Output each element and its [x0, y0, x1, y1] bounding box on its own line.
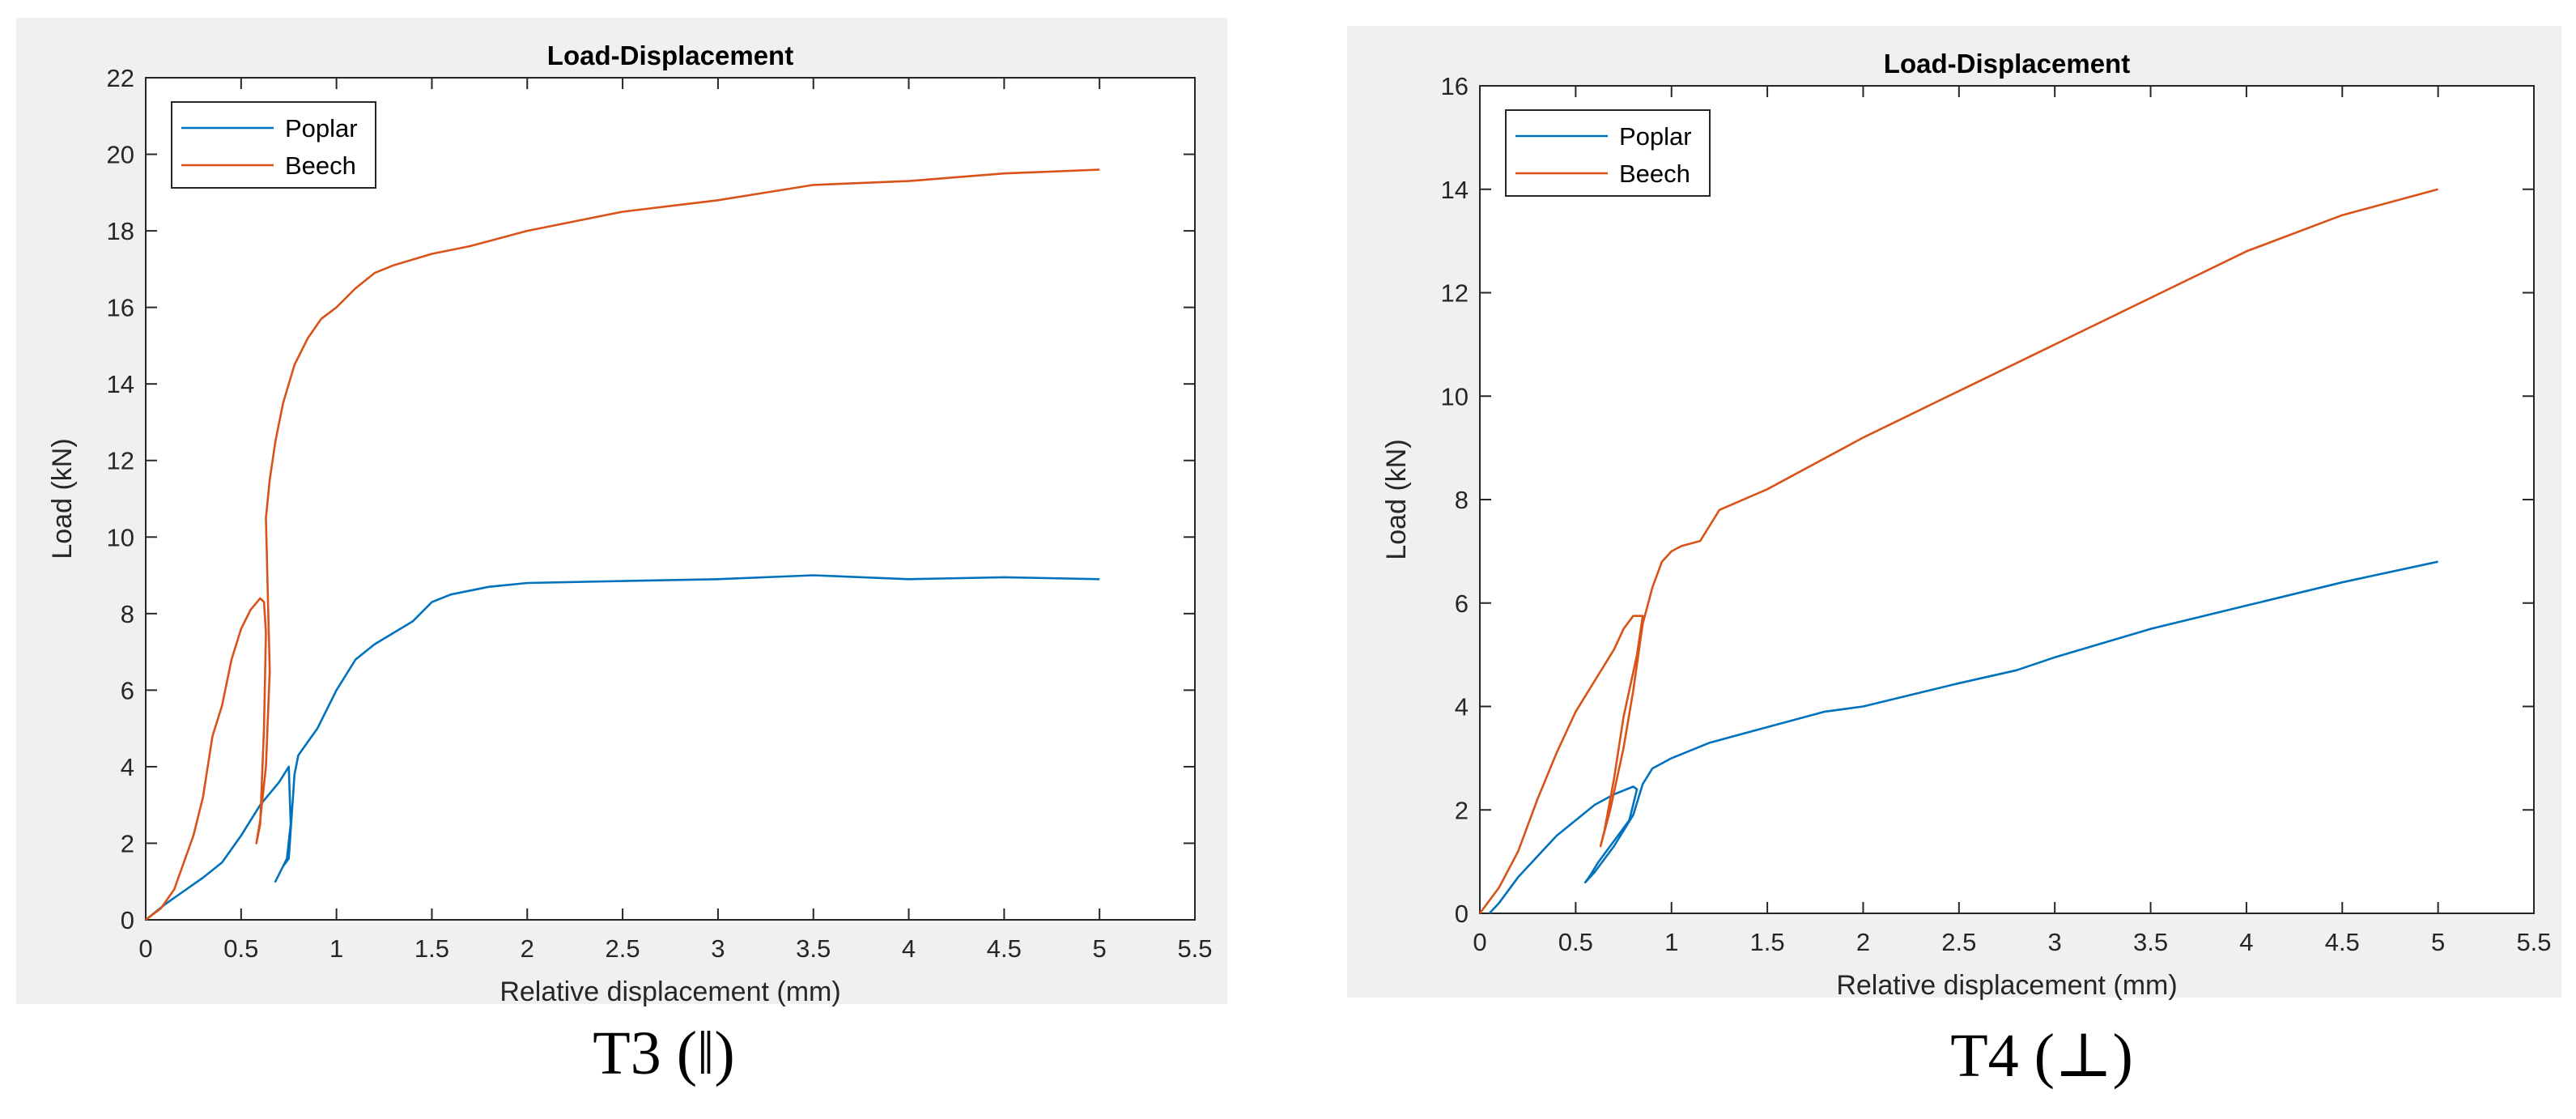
chart-t4-xtick-label: 0.5 [1558, 928, 1593, 956]
chart-t4-xtick-label: 0 [1473, 928, 1486, 956]
chart-t4-xtick-label: 1 [1664, 928, 1678, 956]
caption-t3: T3 (ǁ) [593, 1019, 735, 1087]
chart-t3-plot-area [145, 77, 1196, 921]
chart-t4-legend [1505, 109, 1711, 197]
chart-t3-ytick-label: 12 [107, 447, 134, 475]
chart-t4-legend-label-beech: Beech [1619, 160, 1690, 188]
chart-t3-ytick-label: 22 [107, 64, 134, 92]
chart-t4-xtick-label: 3 [2048, 928, 2062, 956]
chart-panel-t4: 0 0.5 1 1.5 2 2.5 3 3.5 4 4.5 5 5.5 0 2 4 6 8 10 12 14 16 Loa… [1347, 26, 2561, 1001]
chart-t3-ytick-label: 6 [121, 676, 134, 704]
chart-t4-legend-label-poplar: Poplar [1619, 122, 1692, 151]
chart-t4-ytick-label: 14 [1441, 176, 1469, 204]
chart-t4-series-poplar [1488, 560, 2438, 914]
chart-t3-xlabel: Relative displacement (mm) [499, 976, 840, 1007]
caption-t4: T4 (⊥) [1950, 1022, 2133, 1090]
chart-t4-xtick-label: 5 [2431, 928, 2445, 956]
chart-t3-svg: 0 0.5 1 1.5 2 2.5 3 3.5 4 4.5 5 5.5 0 2 4 6 8 10 12 14 16 18 2… [47, 40, 1213, 1007]
chart-t3-ytick-label: 16 [107, 294, 134, 322]
chart-t3-legend-label-beech: Beech [285, 151, 356, 180]
chart-t3-xtick-label: 0 [138, 934, 152, 963]
chart-t3-xtick-label: 0.5 [223, 934, 258, 963]
chart-t4-plot-area [1479, 85, 2535, 914]
chart-t4-xtick-label: 5.5 [2516, 928, 2551, 956]
chart-t3-xtick-label: 5.5 [1177, 934, 1212, 963]
chart-t4-series-beech [1478, 188, 2438, 914]
chart-t3-title: Load-Displacement [547, 40, 793, 70]
chart-t4-ytick-label: 4 [1455, 693, 1469, 721]
chart-t4-ytick-label: 8 [1455, 486, 1469, 514]
chart-t3-ytick-label: 18 [107, 217, 134, 245]
chart-t4-xtick-label: 1.5 [1750, 928, 1785, 956]
chart-t3-ytick-label: 20 [107, 141, 134, 169]
chart-t4-ytick-label: 0 [1455, 900, 1469, 928]
chart-t3-xtick-label: 2 [521, 934, 534, 963]
chart-t4-xtick-label: 3.5 [2133, 928, 2168, 956]
chart-t3-xtick-label: 3 [711, 934, 725, 963]
chart-t4-xtick-label: 2 [1856, 928, 1870, 956]
chart-t4-xtick-label: 4.5 [2325, 928, 2360, 956]
chart-panel-t3: 0 0.5 1 1.5 2 2.5 3 3.5 4 4.5 5 5.5 0 2 4 6 8 10 12 14 16 18 2… [16, 18, 1227, 1007]
chart-t3-series-poplar [145, 574, 1100, 921]
chart-t4-ytick-label: 12 [1441, 279, 1469, 308]
chart-t3-ytick-label: 2 [121, 829, 134, 857]
chart-t4-ytick-label: 2 [1455, 796, 1469, 824]
chart-t3-legend-label-poplar: Poplar [285, 114, 358, 143]
chart-t3-ytick-label: 10 [107, 523, 134, 551]
chart-t3-ytick-label: 14 [107, 370, 134, 398]
chart-t4-svg: 0 0.5 1 1.5 2 2.5 3 3.5 4 4.5 5 5.5 0 2 4 6 8 10 12 14 16 Loa… [1381, 49, 2552, 1001]
chart-t3-xtick-label: 4 [902, 934, 916, 963]
chart-t3-xtick-label: 2.5 [606, 934, 640, 963]
chart-t3-xtick-label: 1 [329, 934, 343, 963]
chart-t4-ylabel: Load (kN) [1381, 439, 1412, 560]
chart-t4-ytick-label: 10 [1441, 382, 1469, 411]
chart-t3-ytick-label: 0 [121, 906, 134, 934]
chart-t3-xtick-label: 1.5 [414, 934, 449, 963]
chart-t3-legend [171, 101, 376, 189]
chart-t3-xtick-label: 3.5 [796, 934, 831, 963]
chart-t4-ytick-label: 6 [1455, 589, 1469, 618]
chart-t3-series-beech [145, 168, 1100, 921]
chart-t4-title: Load-Displacement [1884, 49, 2130, 79]
chart-t3-xtick-label: 4.5 [987, 934, 1022, 963]
chart-t3-ytick-label: 4 [121, 753, 134, 781]
chart-t3-ytick-label: 8 [121, 600, 134, 628]
chart-t4-xtick-label: 4 [2239, 928, 2253, 956]
chart-t3-ylabel: Load (kN) [47, 438, 78, 559]
chart-t3-xtick-label: 5 [1093, 934, 1107, 963]
chart-t4-xlabel: Relative displacement (mm) [1836, 970, 2177, 1001]
chart-t4-xtick-label: 2.5 [1941, 928, 1976, 956]
chart-t4-ytick-label: 16 [1441, 72, 1469, 100]
